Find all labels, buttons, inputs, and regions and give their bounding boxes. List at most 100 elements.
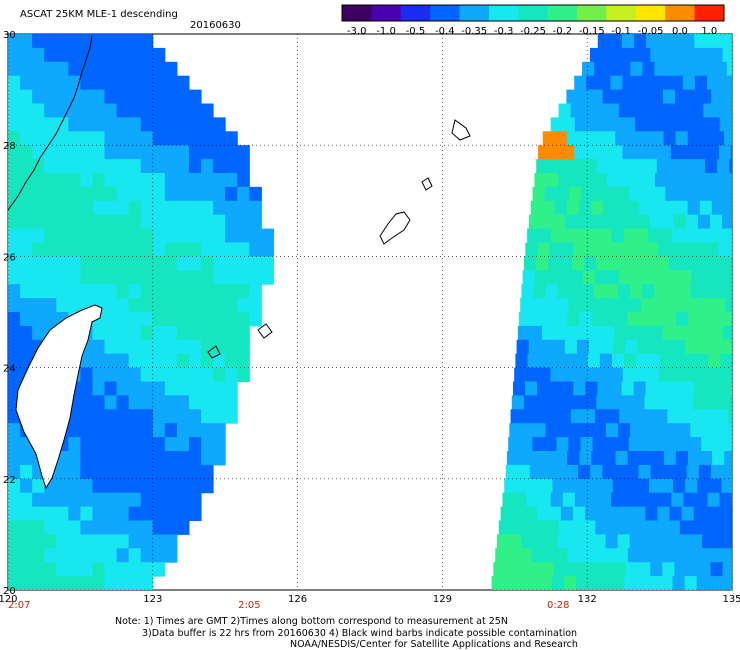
- heatmap-cell: [140, 492, 154, 508]
- heatmap-cell: [646, 367, 660, 382]
- heatmap-cell: [560, 506, 574, 521]
- heatmap-cell: [597, 242, 611, 257]
- heatmap-cell: [636, 353, 649, 369]
- heatmap-cell: [691, 173, 704, 188]
- heatmap-cell: [698, 464, 712, 480]
- heatmap-cell: [128, 34, 142, 49]
- heatmap-cell: [164, 214, 178, 230]
- heatmap-cell: [624, 353, 637, 369]
- heatmap-cell: [503, 576, 517, 590]
- heatmap-cell: [213, 437, 226, 452]
- heatmap-cell: [682, 242, 695, 257]
- heatmap-cell: [520, 298, 533, 313]
- heatmap-cell: [20, 534, 33, 549]
- heatmap-cell: [591, 548, 605, 563]
- y-tick-label: 24: [3, 364, 16, 375]
- heatmap-cell: [683, 367, 696, 382]
- heatmap-cell: [128, 284, 142, 299]
- heatmap-cell: [730, 381, 732, 396]
- heatmap-cell: [581, 423, 595, 438]
- heatmap-cell: [213, 145, 226, 160]
- heatmap-cell: [92, 256, 106, 271]
- heatmap-cell: [189, 117, 202, 132]
- heatmap-cell: [152, 228, 166, 243]
- heatmap-cell: [32, 534, 45, 549]
- heatmap-cell: [609, 381, 623, 396]
- heatmap-cell: [116, 270, 130, 285]
- heatmap-cell: [568, 298, 582, 313]
- heatmap-cell: [68, 409, 81, 424]
- heatmap-cell: [128, 395, 142, 410]
- heatmap-cell: [546, 409, 560, 424]
- heatmap-cell: [529, 464, 543, 480]
- heatmap-cell: [687, 200, 701, 216]
- heatmap-cell: [201, 409, 214, 424]
- heatmap-cell: [662, 562, 675, 577]
- heatmap-cell: [562, 367, 576, 382]
- heatmap-cell: [507, 548, 520, 563]
- heatmap-cell: [8, 284, 21, 299]
- heatmap-cell: [116, 381, 130, 396]
- heatmap-cell: [225, 284, 238, 299]
- heatmap-cell: [572, 159, 585, 174]
- heatmap-cell: [80, 423, 93, 438]
- heatmap-cell: [8, 367, 21, 382]
- heatmap-cell: [104, 367, 118, 382]
- heatmap-cell: [621, 242, 635, 257]
- heatmap-cell: [189, 89, 202, 104]
- heatmap-cell: [68, 520, 81, 535]
- heatmap-cell: [678, 284, 691, 299]
- heatmap-cell: [565, 562, 579, 577]
- heatmap-cell: [116, 562, 130, 577]
- heatmap-cell: [201, 270, 214, 285]
- heatmap-cell: [116, 534, 130, 549]
- heatmap-cell: [201, 423, 214, 438]
- heatmap-cell: [92, 464, 106, 480]
- heatmap-cell: [722, 47, 732, 63]
- heatmap-cell: [261, 242, 274, 257]
- heatmap-cell: [720, 576, 732, 590]
- heatmap-cell: [261, 270, 274, 285]
- heatmap-cell: [32, 228, 45, 243]
- heatmap-cell: [668, 159, 682, 174]
- heatmap-cell: [667, 103, 680, 118]
- heatmap-cell: [566, 131, 580, 146]
- heatmap-cell: [709, 478, 722, 494]
- heatmap-cell: [549, 242, 563, 257]
- heatmap-cell: [629, 186, 642, 202]
- heatmap-cell: [595, 520, 608, 535]
- heatmap-cell: [189, 367, 202, 382]
- heatmap-cell: [104, 576, 118, 590]
- heatmap-cell: [715, 173, 728, 188]
- heatmap-cell: [8, 339, 21, 355]
- heatmap-cell: [667, 173, 680, 188]
- heatmap-cell: [620, 159, 634, 174]
- heatmap-cell: [629, 534, 643, 549]
- heatmap-cell: [601, 47, 615, 63]
- heatmap-cell: [695, 492, 709, 508]
- heatmap-cell: [610, 75, 623, 91]
- heatmap-cell: [189, 492, 202, 508]
- heatmap-cell: [519, 451, 532, 466]
- heatmap-cell: [92, 478, 106, 494]
- heatmap-cell: [164, 506, 178, 521]
- heatmap-cell: [92, 395, 106, 410]
- heatmap-cell: [68, 145, 81, 160]
- heatmap-cell: [690, 61, 704, 77]
- heatmap-cell: [686, 47, 700, 63]
- heatmap-cell: [189, 423, 202, 438]
- heatmap-cell: [128, 520, 142, 535]
- heatmap-cell: [152, 562, 166, 577]
- heatmap-cell: [44, 562, 57, 577]
- heatmap-cell: [32, 173, 45, 188]
- heatmap-cell: [632, 159, 646, 174]
- heatmap-cell: [32, 256, 45, 271]
- heatmap-cell: [164, 395, 178, 410]
- heatmap-cell: [620, 256, 633, 271]
- heatmap-cell: [189, 464, 202, 480]
- heatmap-cell: [32, 325, 45, 341]
- heatmap-cell: [656, 256, 670, 271]
- heatmap-cell: [515, 353, 528, 369]
- heatmap-cell: [551, 353, 565, 369]
- heatmap-cell: [623, 228, 637, 243]
